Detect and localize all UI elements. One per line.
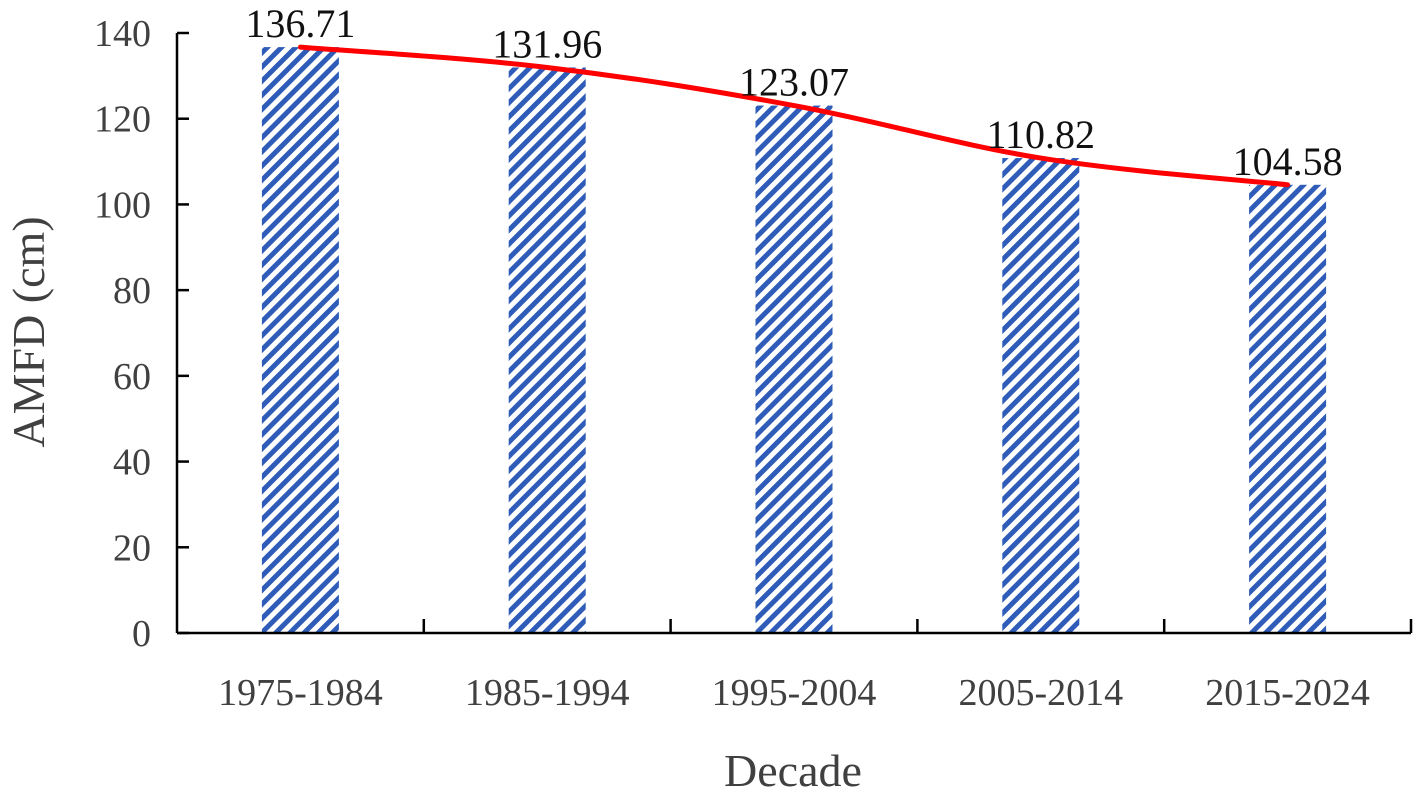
bar (261, 47, 339, 634)
y-tick-label: 140 (94, 13, 151, 55)
y-tick-label: 20 (113, 527, 151, 569)
axes-layer: 0 20 40 60 80 100 120 140 1975-1984 1985-1994 1995… (94, 13, 1413, 714)
data-label: 136.71 (245, 1, 355, 46)
trend-line (297, 44, 1291, 188)
y-axis-title: AMFD (cm) (3, 216, 54, 447)
y-tick-label: 100 (94, 184, 151, 226)
y-tick-label: 40 (113, 442, 151, 484)
data-label: 104.58 (1233, 139, 1343, 184)
labels-layer: 136.71 131.96 123.07 110.82 104.58 (245, 1, 1342, 184)
x-tick-label: 2005-2014 (958, 672, 1123, 714)
bar (755, 105, 833, 634)
bar (1002, 158, 1080, 634)
x-tick-label: 2015-2024 (1205, 672, 1370, 714)
bar (1249, 184, 1327, 634)
data-label: 131.96 (492, 21, 602, 66)
trend-line-layer (297, 44, 1291, 188)
x-tick-label: 1995-2004 (712, 672, 877, 714)
y-tick-label: 80 (113, 270, 151, 312)
data-label: 110.82 (987, 112, 1096, 157)
x-tick-label: 1985-1994 (465, 672, 630, 714)
data-label: 123.07 (739, 60, 849, 105)
y-tick-label: 0 (132, 613, 151, 655)
y-tick-label: 60 (113, 356, 151, 398)
x-tick-label: 1975-1984 (218, 672, 383, 714)
x-axis-title: Decade (724, 745, 862, 792)
y-tick-label: 120 (94, 99, 151, 141)
bars-layer (261, 47, 1327, 634)
bar (508, 67, 586, 633)
